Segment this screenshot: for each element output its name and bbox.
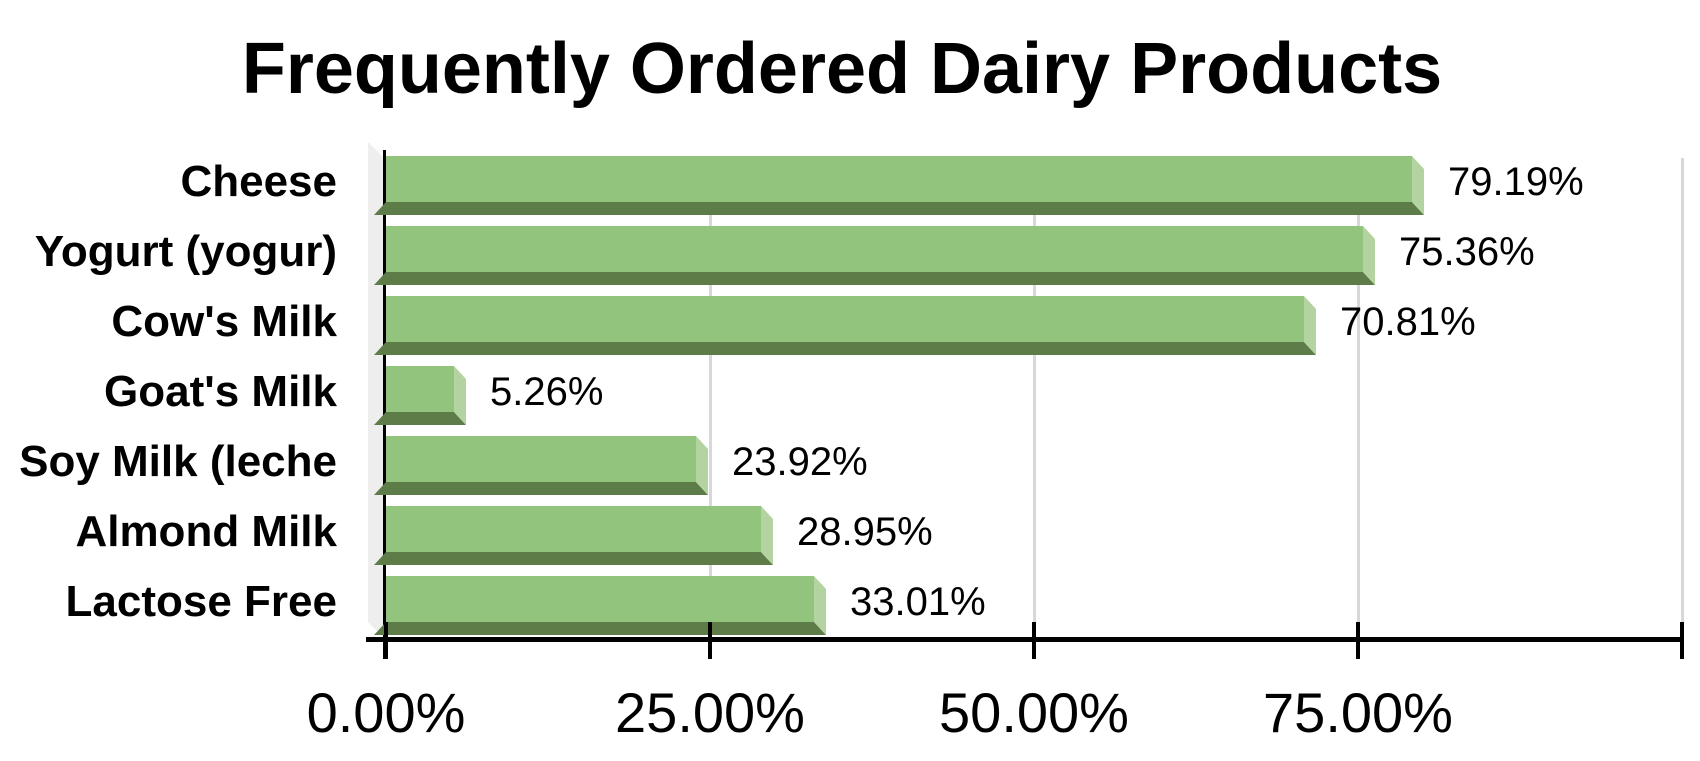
bar-face (386, 436, 696, 482)
category-label: Almond Milk (75, 507, 337, 556)
value-label: 75.36% (1399, 230, 1535, 274)
left-wall (368, 142, 386, 640)
bar-bottom-bevel (374, 342, 1316, 355)
bar-bottom-bevel (374, 202, 1424, 215)
bar-face (386, 296, 1304, 342)
bar-face (386, 506, 761, 552)
category-label: Soy Milk (leche (19, 437, 337, 486)
x-axis-line (366, 637, 1684, 642)
bar-side-bevel (1304, 296, 1316, 355)
axis-tick (708, 622, 712, 659)
bar-bottom-bevel (374, 552, 773, 565)
bar-side-bevel (696, 436, 708, 495)
bar-side-bevel (1363, 226, 1375, 285)
axis-tick (1356, 622, 1360, 659)
gridline (1681, 158, 1684, 624)
value-label: 23.92% (732, 440, 868, 484)
bar-side-bevel (814, 576, 826, 635)
value-label: 5.26% (490, 370, 604, 414)
bar-face (386, 576, 814, 622)
y-axis-line (383, 150, 386, 659)
bar-side-bevel (761, 506, 773, 565)
bar-face (386, 156, 1412, 202)
category-label: Cheese (180, 157, 337, 206)
value-label: 33.01% (850, 580, 986, 624)
bar-side-bevel (1412, 156, 1424, 215)
bar-side-bevel (454, 366, 466, 425)
x-tick-label: 50.00% (939, 681, 1129, 744)
value-label: 28.95% (797, 510, 933, 554)
gridline (709, 158, 712, 624)
x-tick-label: 25.00% (615, 681, 805, 744)
value-label: 79.19% (1448, 160, 1584, 204)
value-label: 70.81% (1340, 300, 1476, 344)
gridline (1033, 158, 1036, 624)
bar-face (386, 366, 454, 412)
x-tick-label: 75.00% (1263, 681, 1453, 744)
category-label: Lactose Free (65, 577, 337, 626)
axis-tick (1680, 622, 1684, 659)
bar-bottom-bevel (374, 412, 466, 425)
bar-bottom-bevel (374, 622, 826, 635)
category-label: Yogurt (yogur) (34, 227, 337, 276)
axis-tick (384, 622, 388, 659)
bar-bottom-bevel (374, 482, 708, 495)
bar-face (386, 226, 1363, 272)
gridline (1357, 158, 1360, 624)
category-label: Cow's Milk (111, 297, 337, 346)
category-label: Goat's Milk (104, 367, 337, 416)
axis-tick (1032, 622, 1036, 659)
x-tick-label: 0.00% (306, 681, 466, 744)
chart-title: Frequently Ordered Dairy Products (241, 29, 1443, 109)
bar-bottom-bevel (374, 272, 1375, 285)
